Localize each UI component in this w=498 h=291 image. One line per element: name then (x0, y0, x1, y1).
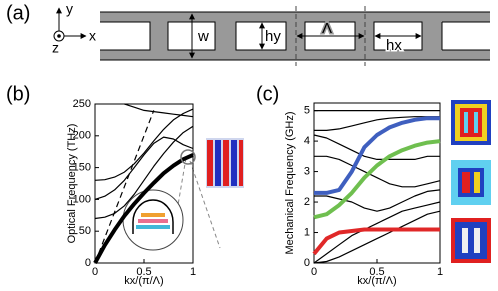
curve (94, 110, 155, 264)
curve (312, 227, 440, 256)
coordinate-axes (53, 7, 87, 42)
w-label: w (197, 28, 209, 45)
band-inset (122, 157, 221, 251)
curve (314, 155, 441, 188)
curve (314, 116, 440, 131)
x-axis-label: kx/(π/Λ) (357, 275, 396, 287)
hx-label: hx (386, 37, 402, 54)
curve (94, 108, 194, 181)
waveguide-diagram: w hy Λ hx (100, 6, 490, 66)
curve (124, 103, 194, 118)
y-tick-label: 5 (304, 105, 310, 117)
y-tick-label: 2 (304, 196, 310, 208)
x-tick-label: 0 (311, 266, 317, 278)
x-tick-label: 0 (92, 266, 98, 278)
mechanical-mode-images (451, 100, 491, 263)
curve (313, 139, 441, 220)
x-axis-name: x (89, 28, 96, 44)
z-axis-name: z (52, 40, 59, 56)
curve (313, 201, 441, 264)
y-tick-label: 100 (73, 193, 91, 205)
curve (93, 153, 194, 264)
curve (313, 210, 441, 264)
highlight-marker (180, 149, 196, 165)
x-tick-label: 0.5 (369, 266, 384, 278)
y-tick-label: 0 (85, 257, 91, 269)
panel-label: (a) (6, 2, 30, 24)
curve (313, 134, 440, 160)
y-axis-label: Mechanical Frequency (GHz) (284, 111, 296, 254)
y-tick-label: 250 (73, 98, 91, 110)
x-tick-label: 1 (437, 266, 443, 278)
y-axis-label: Optical Frequency (THz) (66, 124, 78, 244)
y-tick-label: 200 (73, 130, 91, 142)
x-axis-label: kx/(π/Λ) (124, 275, 163, 287)
y-tick-label: 150 (73, 162, 91, 174)
y-tick-label: 0 (304, 257, 310, 269)
x-tick-label: 0.5 (136, 266, 151, 278)
beam (100, 12, 490, 60)
optical-mode-image (206, 138, 244, 188)
panel-label: (b) (6, 83, 30, 105)
y-tick-label: 4 (304, 135, 310, 147)
y-tick-label: 3 (304, 165, 310, 177)
period-label: Λ (322, 20, 332, 37)
hy-label: hy (265, 28, 281, 45)
panel-label: (c) (256, 83, 279, 105)
x-tick-label: 1 (190, 266, 196, 278)
curve (94, 125, 194, 220)
curve (314, 189, 441, 212)
curve (94, 136, 194, 200)
curve (314, 116, 440, 195)
y-axis-name: y (66, 1, 73, 17)
y-tick-label: 50 (79, 225, 91, 237)
y-tick-label: 1 (304, 226, 310, 238)
